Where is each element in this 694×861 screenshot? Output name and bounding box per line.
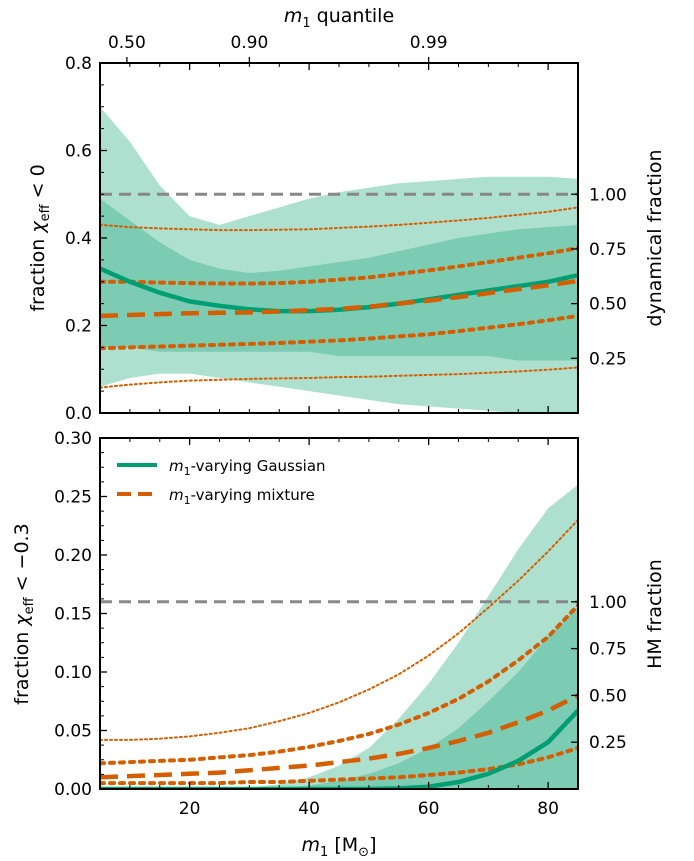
top-ticks: 0.0 0.2 0.4 0.6 0.8 0.25 0.50 0.75 1.00 0.50 0.90 0… xyxy=(65,33,627,424)
top-marks xyxy=(100,106,578,413)
legend-gaussian-label: m1-varying Gaussian xyxy=(169,457,326,478)
top-ytick-label: 0.0 xyxy=(65,404,92,424)
bottom-ytick-label: 0.30 xyxy=(54,429,92,449)
bottom-ytick-label: 0.20 xyxy=(54,546,92,566)
bottom-panel: 20 40 60 80 0.00 0.05 0.10 0.15 0.20 0.25 0.30 0.25… xyxy=(11,429,666,860)
top-ytick-label: 0.2 xyxy=(65,317,92,337)
x-axis-label: m1 [M⊙] xyxy=(302,834,377,860)
bottom-marks xyxy=(100,484,578,789)
bottom-series-0-solid xyxy=(100,709,578,789)
bottom-xtick-label: 40 xyxy=(298,799,320,819)
bottom-ytick-label: 0.10 xyxy=(54,663,92,683)
top-series-3-dotted-thick xyxy=(100,313,578,351)
top-quantile-axis-title: m1 quantile xyxy=(284,5,394,31)
top-ytick-label: 0.8 xyxy=(65,54,92,74)
bottom-series-4-dotted-thin xyxy=(100,518,578,741)
top-series-5-dotted-thin xyxy=(100,366,578,389)
top-y-axis-label: fraction χeff < 0 xyxy=(27,164,53,311)
bottom-right-tick-label: 0.25 xyxy=(589,733,627,753)
bottom-ytick-label: 0.00 xyxy=(54,780,92,800)
bottom-band-outer xyxy=(100,484,578,789)
bottom-right-tick-label: 0.50 xyxy=(589,686,627,706)
top-right-tick-label: 1.00 xyxy=(589,185,627,205)
top-right-tick-label: 0.50 xyxy=(589,295,627,315)
bottom-ytick-label: 0.15 xyxy=(54,605,92,625)
top-right-tick-label: 0.25 xyxy=(589,349,627,369)
bottom-right-tick-label: 0.75 xyxy=(589,640,627,660)
bottom-plot-area xyxy=(100,484,578,789)
bottom-xtick-label: 80 xyxy=(537,799,559,819)
bottom-ytick-label: 0.25 xyxy=(54,488,92,508)
top-series-0-solid xyxy=(100,266,578,314)
bottom-y-axis-label: fraction χeff < −0.3 xyxy=(11,523,37,704)
legend: m1-varying Gaussian m1-varying mixture xyxy=(117,457,326,507)
bottom-right-axis-label: HM fraction xyxy=(644,559,666,669)
top-series-4-dotted-thin xyxy=(100,206,578,232)
top-ytick-label: 0.6 xyxy=(65,142,92,162)
top-series-2-dotted-thick xyxy=(100,246,578,286)
top-right-tick-label: 0.75 xyxy=(589,240,627,260)
bottom-series-2-dotted-thick xyxy=(100,603,578,766)
bottom-xtick-label: 60 xyxy=(418,799,440,819)
bottom-band-inner xyxy=(100,607,578,789)
top-ytick-label: 0.4 xyxy=(65,229,92,249)
bottom-ticks: 20 40 60 80 0.00 0.05 0.10 0.15 0.20 0.25 0.30 0.25… xyxy=(54,429,627,819)
top-quantile-tick-label: 0.99 xyxy=(410,33,448,53)
legend-mixture-label: m1-varying mixture xyxy=(169,486,315,507)
top-right-axis-label: dynamical fraction xyxy=(644,149,666,326)
top-quantile-tick-label: 0.90 xyxy=(230,33,268,53)
bottom-right-tick-label: 1.00 xyxy=(589,593,627,613)
top-plot-area xyxy=(100,106,578,413)
bottom-xtick-label: 20 xyxy=(179,799,201,819)
top-quantile-tick-label: 0.50 xyxy=(108,33,146,53)
top-panel: 0.0 0.2 0.4 0.6 0.8 0.25 0.50 0.75 1.00 0.50 0.90 0… xyxy=(27,5,666,424)
bottom-ytick-label: 0.05 xyxy=(54,722,92,742)
